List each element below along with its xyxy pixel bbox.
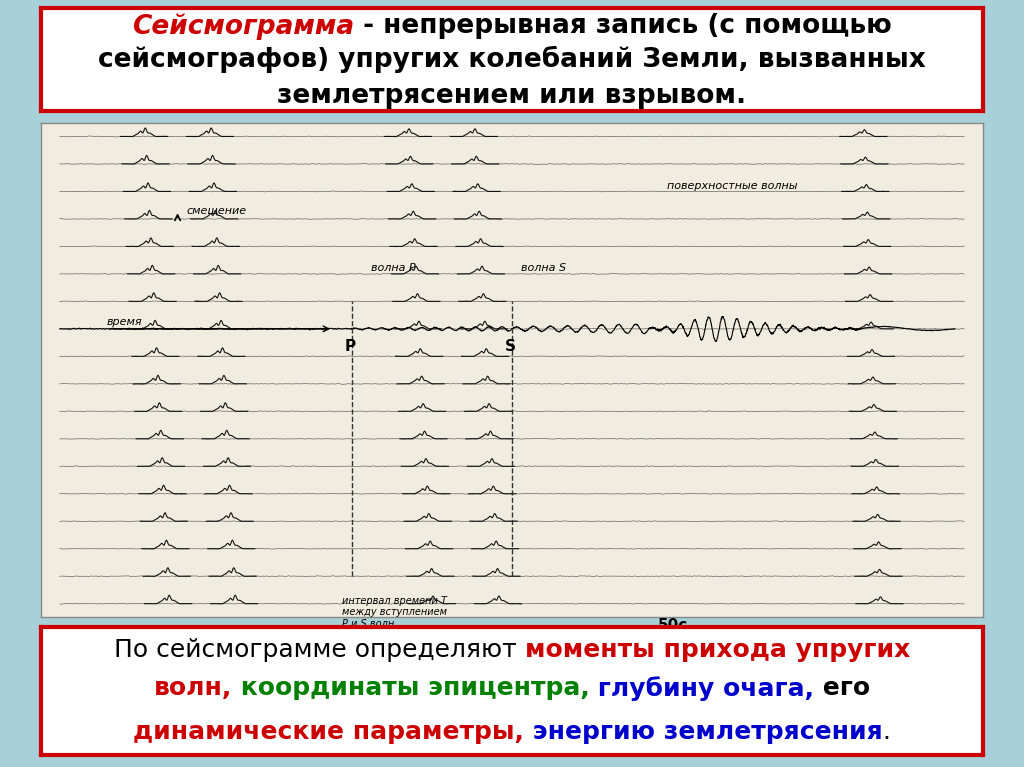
Text: 50с: 50с [658,618,688,634]
Text: время: время [106,317,142,327]
Text: поверхностные волны: поверхностные волны [668,181,798,191]
Text: S: S [505,339,515,354]
Text: глубину очага,: глубину очага, [590,676,814,701]
Text: - непрерывная запись (с помощью: - непрерывная запись (с помощью [354,13,892,39]
Text: энергию землетрясения: энергию землетрясения [524,720,883,744]
Text: волна P: волна P [371,263,416,273]
Text: землетрясением или взрывом.: землетрясением или взрывом. [278,83,746,109]
Text: моменты прихода упругих: моменты прихода упругих [524,638,910,662]
Text: Сейсмограмма: Сейсмограмма [132,13,354,40]
Text: По сейсмограмме определяют: По сейсмограмме определяют [114,638,524,662]
Text: его: его [814,676,870,700]
Text: волн,: волн, [154,676,231,700]
Text: P: P [344,339,355,354]
Text: интервал времени T
между вступлением
P и S волн: интервал времени T между вступлением P и… [342,596,447,629]
Text: смещение: смещение [187,205,247,215]
Text: динамические параметры,: динамические параметры, [133,720,524,744]
Text: координаты эпицентра,: координаты эпицентра, [231,676,590,700]
Text: сейсмографов) упругих колебаний Земли, вызванных: сейсмографов) упругих колебаний Земли, в… [98,46,926,73]
Text: .: . [883,720,891,744]
Text: волна S: волна S [521,263,566,273]
